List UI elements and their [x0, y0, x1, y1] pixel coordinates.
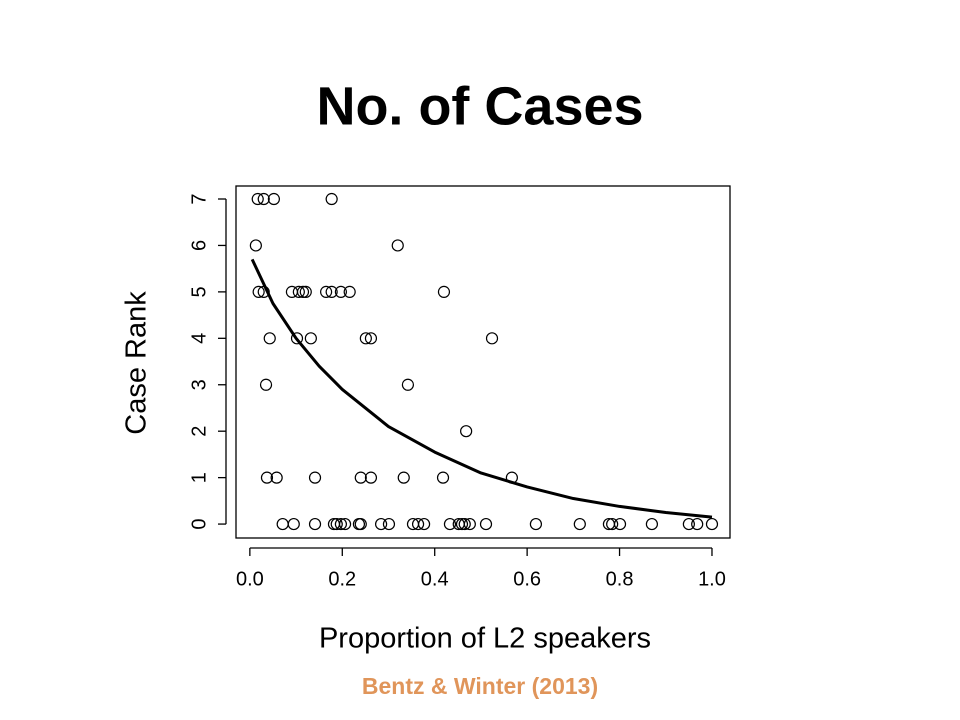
data-point	[375, 517, 388, 531]
y-tick-label: 3	[188, 379, 210, 390]
y-tick-label: 6	[188, 240, 210, 251]
x-tick-label: 0.2	[328, 568, 356, 590]
fit-curve	[250, 258, 713, 519]
plot-box	[235, 185, 731, 539]
y-tick-label: 5	[188, 286, 210, 297]
data-point	[308, 471, 322, 484]
data-point	[251, 192, 264, 206]
data-point	[645, 517, 659, 531]
data-point	[334, 517, 347, 531]
data-point	[308, 517, 322, 531]
y-tick-label: 7	[188, 193, 210, 204]
data-point	[359, 332, 372, 345]
data-point	[443, 517, 457, 531]
data-point	[338, 517, 352, 531]
y-axis-label: Case Rank	[121, 291, 153, 435]
x-axis-label: Proportion of L2 speakers	[319, 623, 651, 655]
data-point	[437, 285, 451, 298]
data-point	[613, 517, 627, 531]
data-point	[260, 471, 274, 484]
data-point	[296, 285, 310, 298]
data-point	[573, 517, 586, 531]
data-point	[411, 517, 425, 531]
data-point	[276, 517, 289, 531]
data-point	[330, 517, 343, 531]
data-point	[460, 425, 473, 438]
data-point	[263, 332, 276, 345]
data-point	[436, 471, 450, 484]
source-caption: Bentz & Winter (2013)	[362, 673, 598, 699]
data-point	[259, 378, 273, 391]
data-point	[417, 517, 431, 531]
data-point	[249, 239, 262, 252]
x-tick-label: 0.0	[236, 568, 264, 590]
data-point	[458, 517, 471, 531]
data-point	[292, 285, 305, 298]
y-tick-label: 1	[188, 472, 210, 483]
data-point	[290, 332, 304, 345]
data-point	[334, 285, 347, 298]
data-point	[354, 471, 367, 484]
data-point	[325, 192, 338, 206]
data-point	[299, 285, 312, 298]
data-point	[304, 332, 317, 345]
y-tick-label: 2	[188, 426, 210, 437]
x-tick-label: 1.0	[698, 568, 726, 590]
data-point	[343, 285, 356, 298]
x-tick-label: 0.4	[421, 568, 449, 590]
data-point	[257, 192, 270, 206]
data-point	[705, 517, 719, 531]
data-point	[455, 517, 469, 531]
x-tick-label: 0.6	[513, 568, 541, 590]
data-point	[364, 332, 378, 345]
y-tick-label: 0	[188, 519, 210, 530]
data-point	[691, 517, 704, 531]
data-point	[391, 239, 404, 252]
data-point	[325, 285, 338, 298]
x-tick-label: 0.8	[606, 568, 634, 590]
data-point	[287, 517, 300, 531]
data-point	[270, 471, 283, 484]
data-point	[320, 285, 333, 298]
slide-title: No. of Cases	[316, 76, 643, 136]
data-point	[364, 471, 378, 484]
data-point	[463, 517, 476, 531]
data-point	[401, 378, 415, 391]
data-point	[252, 285, 265, 298]
data-point	[682, 517, 695, 531]
y-tick-label: 4	[188, 333, 210, 344]
data-point	[354, 517, 367, 531]
data-point	[479, 517, 493, 531]
data-point	[382, 517, 396, 531]
data-point	[267, 192, 280, 206]
data-point	[606, 517, 619, 531]
data-point	[485, 332, 499, 345]
data-point	[529, 517, 543, 531]
data-point	[397, 471, 410, 484]
